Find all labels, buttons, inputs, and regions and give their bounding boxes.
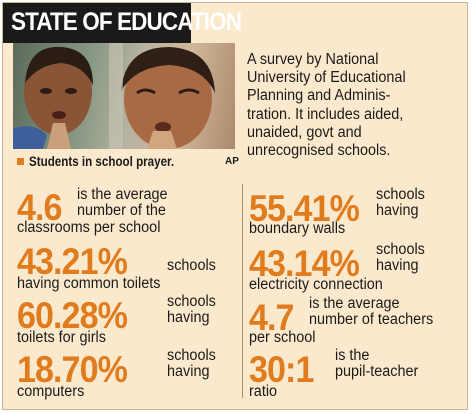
stat-text: is the average — [309, 295, 400, 312]
infographic-card: STATE OF EDUCATION Students in school pr… — [2, 2, 468, 410]
stat-text: schools — [376, 186, 425, 203]
stat-text: computers — [17, 383, 85, 400]
stat-text: having common toilets — [17, 275, 161, 292]
stat-value: 60.28% — [17, 295, 128, 336]
stat-text: schools — [376, 241, 425, 258]
photo-caption: Students in school prayer. AP — [17, 153, 245, 173]
stat-text: is the average — [77, 186, 168, 203]
stat-text: having — [376, 257, 419, 274]
stat-text: per school — [249, 329, 316, 346]
stat-text: schools — [167, 347, 216, 364]
intro-line: University of Educational — [247, 69, 406, 87]
column-divider — [242, 184, 243, 398]
students-photo — [13, 43, 235, 149]
stat-value: 43.14% — [249, 243, 360, 284]
stat-text: having — [167, 363, 210, 380]
stat-text: having — [167, 309, 210, 326]
intro-line: unaided, govt and — [247, 123, 362, 141]
stat-value: 30:1 — [249, 349, 314, 390]
stat-text: classrooms per school — [17, 219, 161, 236]
page-title: STATE OF EDUCATION — [11, 8, 242, 36]
intro-line: unrecognised schools. — [247, 142, 391, 160]
stat-text: boundary walls — [249, 220, 346, 237]
caption-text: Students in school prayer. — [29, 154, 175, 169]
stat-text: number of teachers — [309, 311, 434, 328]
stat-value: 4.7 — [249, 297, 294, 338]
stat-text: schools — [167, 293, 216, 310]
stat-text: having — [376, 202, 419, 219]
stat-text: number of the — [77, 202, 166, 219]
caption-bullet-icon — [17, 158, 24, 165]
intro-line: A survey by National — [247, 51, 379, 68]
stat-value: 4.6 — [17, 187, 62, 228]
intro-line: tration. It includes aided, — [247, 105, 404, 123]
intro-text: A survey by National University of Educa… — [247, 51, 465, 160]
stat-text: toilets for girls — [17, 329, 106, 346]
stat-text: pupil-teacher — [335, 363, 419, 380]
stat-value: 18.70% — [17, 349, 128, 390]
stat-text: ratio — [249, 383, 278, 400]
stat-text: schools — [167, 257, 216, 274]
stat-value: 55.41% — [249, 188, 360, 229]
photo-credit: AP — [225, 156, 239, 167]
stat-value: 43.21% — [17, 241, 128, 282]
intro-line: Planning and Adminis- — [247, 87, 391, 105]
title-bar: STATE OF EDUCATION — [3, 3, 242, 43]
stat-text: electricity connection — [249, 276, 383, 293]
students-photo-illustration — [13, 43, 215, 149]
stat-text: is the — [335, 347, 370, 364]
